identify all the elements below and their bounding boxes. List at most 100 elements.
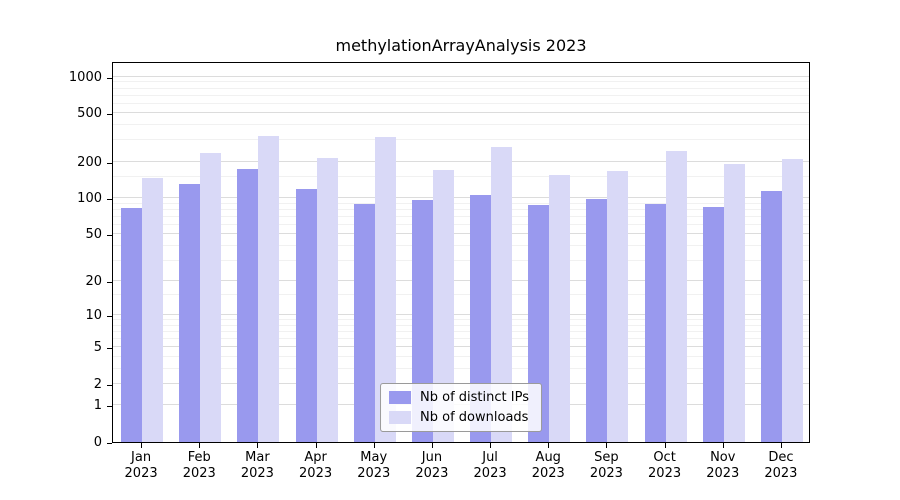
x-tick	[141, 443, 143, 448]
bar-downloads	[607, 170, 629, 442]
minor-gridline	[113, 102, 809, 104]
bar-downloads	[374, 136, 396, 442]
x-tick	[315, 443, 317, 448]
bar-distinct-ips	[121, 208, 143, 442]
y-tick	[107, 114, 112, 116]
y-tick-label: 500	[77, 106, 102, 122]
bar-distinct-ips	[528, 205, 550, 442]
minor-gridline	[113, 355, 809, 357]
x-tick-label: Mar 2023	[240, 450, 274, 481]
minor-gridline	[113, 139, 809, 141]
minor-gridline	[113, 175, 809, 177]
x-tick	[780, 443, 782, 448]
bar-downloads	[665, 151, 687, 442]
major-gridline	[113, 197, 809, 199]
y-tick-label: 0	[93, 435, 102, 450]
gridline-layer	[113, 63, 809, 442]
major-gridline	[113, 112, 809, 114]
y-tick	[107, 235, 112, 237]
bar-downloads	[491, 146, 513, 442]
legend-swatch-distinct-ips	[389, 391, 412, 404]
x-tick-label: Jul 2023	[473, 450, 507, 481]
bar-downloads	[142, 177, 164, 442]
major-gridline	[113, 280, 809, 282]
bar-distinct-ips	[411, 199, 433, 442]
minor-gridline	[113, 331, 809, 333]
x-tick-label: Nov 2023	[706, 450, 740, 481]
major-gridline	[113, 75, 809, 77]
bar-downloads	[316, 157, 338, 442]
minor-gridline	[113, 319, 809, 321]
y-tick-label: 2	[93, 376, 102, 392]
y-tick	[107, 406, 112, 408]
bar-distinct-ips	[237, 168, 259, 442]
bar-downloads	[781, 159, 803, 442]
y-tick-label: 20	[85, 274, 102, 290]
bar-distinct-ips	[179, 184, 201, 442]
minor-gridline	[113, 259, 809, 261]
y-tick-label: 100	[77, 191, 102, 207]
minor-gridline	[113, 215, 809, 217]
x-tick-label: Aug 2023	[531, 450, 565, 481]
y-tick	[107, 348, 112, 350]
y-tick	[107, 316, 112, 318]
minor-gridline	[113, 94, 809, 96]
minor-gridline	[113, 294, 809, 296]
x-tick	[722, 443, 724, 448]
bar-downloads	[432, 169, 454, 442]
minor-gridline	[113, 244, 809, 246]
legend-item-distinct-ips: Nb of distinct IPs	[389, 390, 529, 405]
bar-distinct-ips	[586, 198, 608, 442]
x-tick	[664, 443, 666, 448]
major-gridline	[113, 160, 809, 162]
x-tick	[548, 443, 550, 448]
y-tick	[107, 162, 112, 164]
bar-distinct-ips	[702, 207, 724, 442]
bar-distinct-ips	[760, 190, 782, 442]
legend-label-downloads: Nb of downloads	[420, 410, 529, 425]
x-tick-label: Jun 2023	[415, 450, 449, 481]
x-tick-label: May 2023	[357, 450, 391, 481]
bar-downloads	[258, 136, 280, 442]
minor-gridline	[113, 202, 809, 204]
minor-gridline	[113, 81, 809, 83]
minor-gridline	[113, 367, 809, 369]
chart-title: methylationArrayAnalysis 2023	[335, 36, 587, 55]
legend-label-distinct-ips: Nb of distinct IPs	[420, 390, 529, 405]
legend: Nb of distinct IPs Nb of downloads	[380, 383, 542, 432]
y-tick-label: 200	[77, 154, 102, 170]
bar-distinct-ips	[644, 203, 666, 442]
minor-gridline	[113, 338, 809, 340]
bar-distinct-ips	[470, 195, 492, 442]
bar-downloads	[200, 153, 222, 442]
minor-gridline	[113, 87, 809, 89]
bar-downloads	[723, 164, 745, 442]
x-tick-label: Apr 2023	[299, 450, 333, 481]
minor-gridline	[113, 124, 809, 126]
y-tick-label: 50	[85, 227, 102, 243]
x-tick-label: Sep 2023	[589, 450, 623, 481]
y-tick-label: 1000	[68, 69, 102, 85]
bars-layer	[113, 63, 809, 442]
legend-item-downloads: Nb of downloads	[389, 410, 529, 425]
bar-distinct-ips	[353, 203, 375, 442]
bar-downloads	[549, 174, 571, 442]
x-tick-label: Jan 2023	[124, 450, 158, 481]
x-tick-label: Feb 2023	[182, 450, 216, 481]
y-tick-label: 10	[85, 308, 102, 324]
y-tick-label: 1	[93, 398, 102, 414]
major-gridline	[113, 233, 809, 235]
y-tick	[107, 282, 112, 284]
y-tick	[107, 443, 112, 444]
x-tick-label: Oct 2023	[648, 450, 682, 481]
x-tick	[606, 443, 608, 448]
minor-gridline	[113, 223, 809, 225]
plot-area: Nb of distinct IPs Nb of downloads	[112, 62, 810, 443]
minor-gridline	[113, 324, 809, 326]
x-tick	[373, 443, 375, 448]
x-tick	[431, 443, 433, 448]
x-tick-label: Dec 2023	[764, 450, 798, 481]
y-tick-label: 5	[93, 340, 102, 356]
x-tick	[257, 443, 259, 448]
